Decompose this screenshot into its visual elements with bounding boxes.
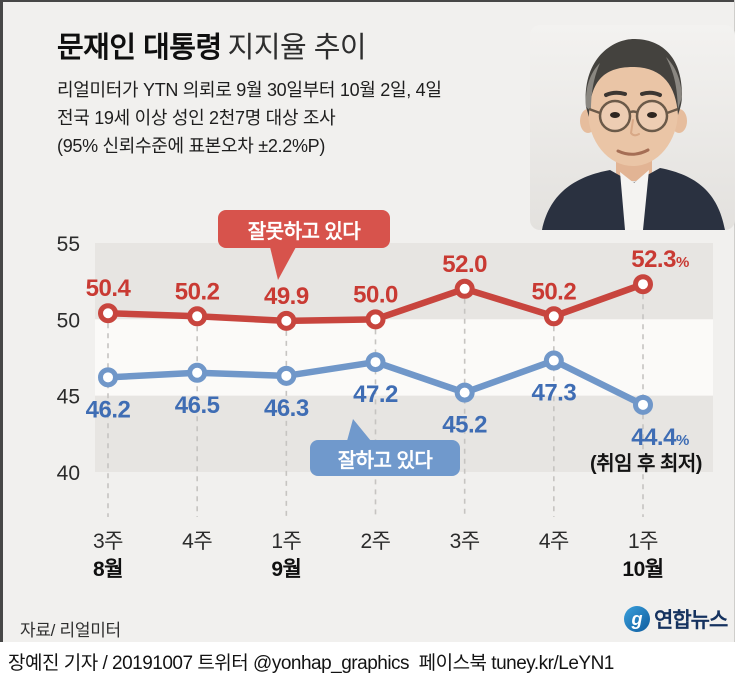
value-label: 50.2 — [531, 278, 576, 305]
x-category-label: 1주 — [271, 530, 301, 553]
value-label: 49.9 — [264, 283, 309, 310]
data-point-marker — [187, 362, 208, 383]
callout-tail-down-icon — [270, 247, 296, 280]
survey-note-line-1: 리얼미터가 YTN 의뢰로 9월 30일부터 10월 2일, 4일 — [57, 80, 442, 100]
data-point-marker — [454, 382, 475, 403]
data-point-marker — [454, 278, 475, 299]
source-row: 자료/ 리얼미터 — [20, 616, 121, 641]
frame-edge-top — [0, 0, 735, 2]
y-tick-label: 45 — [57, 386, 80, 409]
x-category-label: 2주 — [361, 530, 391, 553]
value-label: 50.4 — [86, 275, 132, 302]
data-point-marker — [276, 310, 297, 331]
value-label: 52.3% — [631, 246, 689, 273]
yonhap-logo: g 연합뉴스 — [623, 604, 728, 634]
x-category-label: 1주 — [628, 530, 658, 553]
president-portrait-photo — [530, 25, 735, 230]
data-point-marker — [543, 306, 564, 327]
data-point-marker — [98, 303, 118, 324]
yonhap-logo-icon: g — [624, 606, 650, 632]
callout-approve: 잘하고 있다 — [310, 419, 460, 476]
data-point-marker — [187, 306, 208, 327]
frame-edge-left — [0, 0, 3, 642]
source-label: 자료/ 리얼미터 — [20, 621, 121, 640]
callout-disapprove-label: 잘못하고 있다 — [247, 220, 361, 243]
value-label: 47.3 — [531, 380, 576, 407]
data-point-marker — [633, 394, 653, 415]
data-point-marker — [543, 350, 564, 371]
title-main: 문재인 대통령 — [57, 32, 222, 64]
value-label: 50.0 — [353, 281, 398, 308]
yonhap-logo-text: 연합뉴스 — [654, 609, 728, 632]
x-category-label: 3주 — [450, 530, 480, 553]
value-label: 46.2 — [86, 396, 131, 423]
page-title: 문재인 대통령 지지율 추이 — [57, 30, 527, 66]
value-label: 46.5 — [175, 392, 220, 419]
survey-note-line-2: 전국 19세 이상 성인 2천7명 대상 조사 — [57, 108, 336, 128]
callout-tail-up-icon — [347, 419, 371, 441]
plot-band — [95, 319, 713, 396]
month-label: 8월 — [93, 558, 123, 581]
value-label: 47.2 — [353, 381, 398, 408]
lowest-annotation: (취임 후 최저) — [590, 452, 702, 475]
x-category-label: 4주 — [182, 530, 212, 553]
value-label: 46.3 — [264, 395, 309, 422]
data-point-marker — [365, 309, 386, 330]
title-sub: 지지율 추이 — [227, 32, 367, 64]
x-category-label: 3주 — [93, 530, 123, 553]
value-label: 45.2 — [442, 412, 487, 439]
credit-text: 장예진 기자 / 20191007 트위터 @yonhap_graphics 페… — [8, 653, 614, 674]
credit-bar: 장예진 기자 / 20191007 트위터 @yonhap_graphics 페… — [0, 642, 735, 681]
month-label: 10월 — [622, 558, 663, 581]
y-tick-label: 55 — [57, 233, 80, 256]
callout-approve-label: 잘하고 있다 — [337, 449, 433, 472]
y-tick-label: 50 — [57, 309, 80, 332]
data-point-marker — [276, 365, 297, 386]
survey-note-line-3: (95% 신뢰수준에 표본오차 ±2.2%P) — [57, 136, 326, 156]
value-label: 52.0 — [442, 251, 487, 278]
survey-notes: 리얼미터가 YTN 의뢰로 9월 30일부터 10월 2일, 4일 전국 19세… — [57, 76, 527, 160]
approval-trend-chart: 55 50 45 40 50.4 50.2 49.9 50.0 52.0 50.2 52.3% 46.… — [57, 233, 713, 581]
callout-disapprove: 잘못하고 있다 — [218, 210, 390, 280]
value-label: 50.2 — [175, 278, 220, 305]
x-category-label: 4주 — [539, 530, 569, 553]
portrait-art — [542, 39, 725, 230]
data-point-marker — [365, 352, 386, 373]
header: 문재인 대통령 지지율 추이 리얼미터가 YTN 의뢰로 9월 30일부터 10월… — [57, 30, 527, 160]
y-tick-label: 40 — [57, 462, 80, 485]
month-label: 9월 — [271, 558, 301, 581]
svg-text:g: g — [631, 609, 643, 629]
data-point-marker — [98, 367, 118, 388]
data-point-marker — [633, 274, 653, 295]
